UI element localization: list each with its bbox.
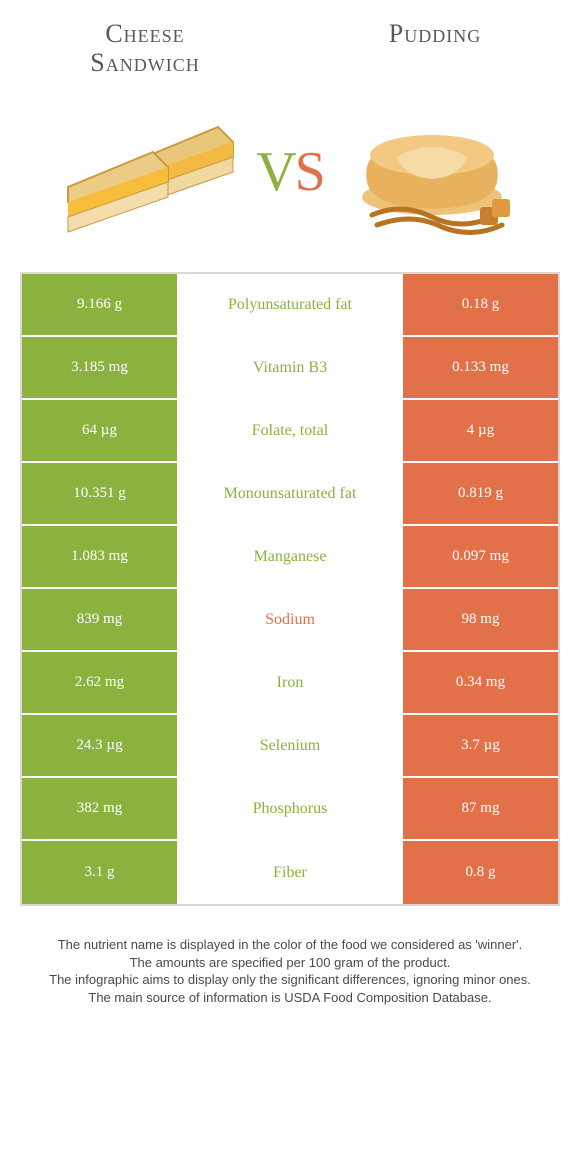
- left-food-image: [48, 102, 248, 242]
- right-value-cell: 0.8 g: [403, 841, 558, 904]
- left-value-cell: 3.1 g: [22, 841, 177, 904]
- footnote-line: The amounts are specified per 100 gram o…: [30, 954, 550, 972]
- nutrient-label-cell: Selenium: [177, 715, 403, 776]
- nutrient-label-cell: Vitamin B3: [177, 337, 403, 398]
- nutrient-label-cell: Polyunsaturated fat: [177, 274, 403, 335]
- right-value-cell: 0.18 g: [403, 274, 558, 335]
- left-value-cell: 1.083 mg: [22, 526, 177, 587]
- footnote-line: The main source of information is USDA F…: [30, 989, 550, 1007]
- table-row: 10.351 gMonounsaturated fat0.819 g: [22, 463, 558, 526]
- left-value-cell: 2.62 mg: [22, 652, 177, 713]
- right-food-title: Pudding: [290, 20, 580, 77]
- nutrient-label-cell: Monounsaturated fat: [177, 463, 403, 524]
- right-value-cell: 98 mg: [403, 589, 558, 650]
- vs-s-letter: S: [295, 141, 324, 203]
- nutrient-label-cell: Phosphorus: [177, 778, 403, 839]
- right-value-cell: 3.7 µg: [403, 715, 558, 776]
- footnote-line: The nutrient name is displayed in the co…: [30, 936, 550, 954]
- left-value-cell: 10.351 g: [22, 463, 177, 524]
- left-value-cell: 3.185 mg: [22, 337, 177, 398]
- left-value-cell: 24.3 µg: [22, 715, 177, 776]
- nutrient-label-cell: Sodium: [177, 589, 403, 650]
- table-row: 9.166 gPolyunsaturated fat0.18 g: [22, 274, 558, 337]
- nutrient-label-cell: Fiber: [177, 841, 403, 904]
- vs-v-letter: V: [256, 141, 294, 203]
- table-row: 3.1 gFiber0.8 g: [22, 841, 558, 904]
- table-row: 2.62 mgIron0.34 mg: [22, 652, 558, 715]
- left-value-cell: 839 mg: [22, 589, 177, 650]
- nutrient-label-cell: Iron: [177, 652, 403, 713]
- left-food-title: Cheese Sandwich: [0, 20, 290, 77]
- left-value-cell: 382 mg: [22, 778, 177, 839]
- right-value-cell: 0.133 mg: [403, 337, 558, 398]
- right-value-cell: 87 mg: [403, 778, 558, 839]
- right-value-cell: 0.34 mg: [403, 652, 558, 713]
- right-value-cell: 4 µg: [403, 400, 558, 461]
- nutrient-label-cell: Folate, total: [177, 400, 403, 461]
- table-row: 839 mgSodium98 mg: [22, 589, 558, 652]
- table-row: 382 mgPhosphorus87 mg: [22, 778, 558, 841]
- table-row: 1.083 mgManganese0.097 mg: [22, 526, 558, 589]
- table-row: 24.3 µgSelenium3.7 µg: [22, 715, 558, 778]
- table-row: 3.185 mgVitamin B30.133 mg: [22, 337, 558, 400]
- right-value-cell: 0.819 g: [403, 463, 558, 524]
- left-value-cell: 64 µg: [22, 400, 177, 461]
- footnotes-block: The nutrient name is displayed in the co…: [30, 936, 550, 1006]
- right-food-image: [332, 102, 532, 242]
- vs-label: VS: [248, 140, 332, 204]
- table-row: 64 µgFolate, total4 µg: [22, 400, 558, 463]
- left-value-cell: 9.166 g: [22, 274, 177, 335]
- nutrient-label-cell: Manganese: [177, 526, 403, 587]
- header-titles: Cheese Sandwich Pudding: [0, 0, 580, 87]
- footnote-line: The infographic aims to display only the…: [30, 971, 550, 989]
- comparison-table: 9.166 gPolyunsaturated fat0.18 g3.185 mg…: [20, 272, 560, 906]
- right-value-cell: 0.097 mg: [403, 526, 558, 587]
- image-row: VS: [0, 87, 580, 257]
